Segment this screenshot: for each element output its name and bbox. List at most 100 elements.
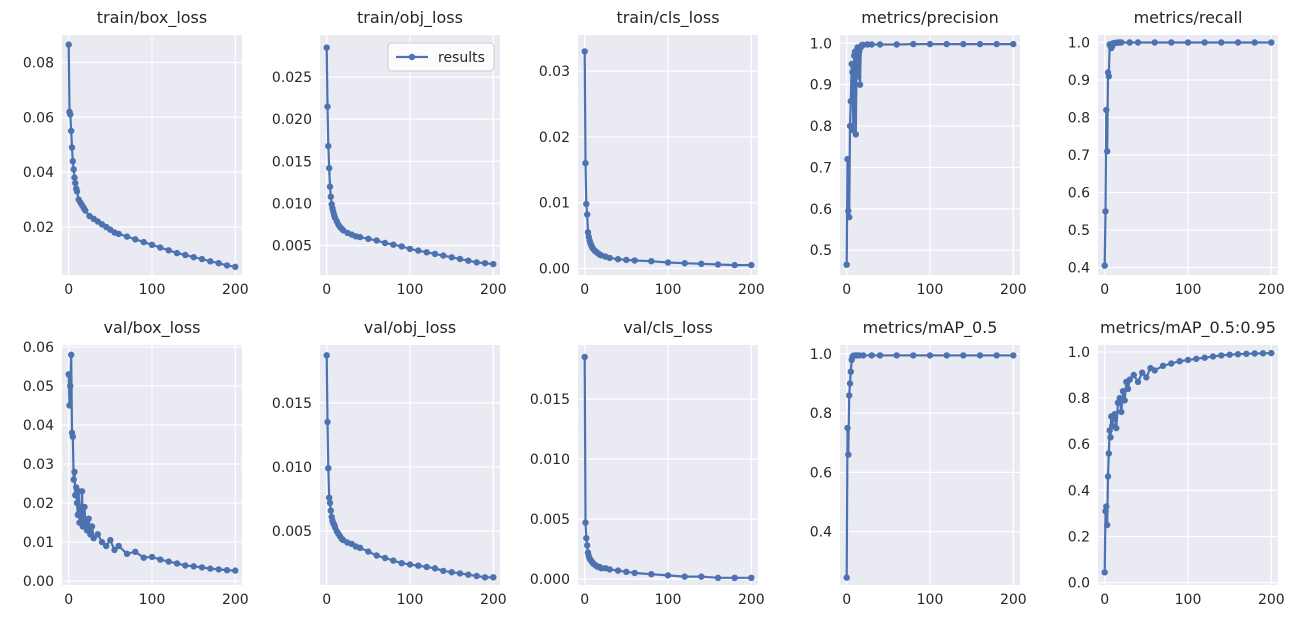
data-point bbox=[182, 562, 189, 569]
data-point bbox=[323, 44, 330, 51]
x-tick-label: 100 bbox=[1175, 592, 1202, 608]
data-point bbox=[365, 548, 372, 555]
y-tick-label: 0.02 bbox=[539, 130, 570, 146]
legend: results bbox=[387, 42, 495, 72]
data-point bbox=[846, 213, 853, 221]
y-tick-label: 0.4 bbox=[810, 525, 832, 541]
data-point bbox=[69, 158, 77, 165]
y-tick-label: 1.0 bbox=[810, 36, 832, 52]
y-tick-label: 0.5 bbox=[1068, 223, 1090, 239]
data-point bbox=[1121, 397, 1128, 404]
subplot-metrics-map-0-5-0-95: metrics/mAP_0.5:0.95 0 100 200 0.0 0.2 0.4 0.6 0… bbox=[1068, 318, 1285, 608]
data-point bbox=[1105, 450, 1113, 457]
data-point bbox=[1176, 358, 1183, 365]
data-point bbox=[68, 351, 75, 358]
y-tick-label: 0.03 bbox=[23, 457, 54, 473]
y-tick-label: 0.020 bbox=[272, 112, 312, 128]
data-point bbox=[1118, 39, 1125, 46]
data-point bbox=[583, 535, 590, 542]
data-point bbox=[325, 143, 332, 150]
data-point bbox=[103, 542, 110, 550]
data-point bbox=[327, 507, 334, 514]
data-point bbox=[731, 261, 738, 269]
y-tick-label: 0.00 bbox=[539, 261, 570, 277]
y-tick-label: 0.005 bbox=[530, 512, 570, 528]
data-point bbox=[165, 247, 172, 254]
x-tick-label: 100 bbox=[917, 282, 944, 298]
data-point bbox=[848, 60, 855, 68]
data-point bbox=[1107, 434, 1114, 441]
data-point bbox=[856, 81, 864, 88]
data-point bbox=[415, 562, 422, 569]
data-point bbox=[714, 574, 722, 581]
data-point bbox=[1251, 350, 1258, 357]
data-point bbox=[1268, 349, 1275, 357]
y-tick-label: 0.9 bbox=[1068, 73, 1090, 89]
data-point bbox=[223, 567, 231, 574]
x-tick-label: 0 bbox=[842, 282, 851, 298]
y-tick-label: 0.010 bbox=[530, 452, 570, 468]
subplot-title: metrics/recall bbox=[1134, 8, 1243, 27]
x-tick-label: 200 bbox=[1258, 592, 1285, 608]
data-point bbox=[123, 233, 131, 240]
data-point bbox=[849, 69, 856, 76]
data-point bbox=[1118, 408, 1125, 416]
y-tick-label: 0.06 bbox=[23, 110, 54, 126]
data-point bbox=[943, 352, 950, 359]
x-tick-label: 200 bbox=[222, 282, 249, 298]
data-point bbox=[85, 515, 92, 522]
data-point bbox=[623, 568, 630, 575]
x-tick-label: 100 bbox=[655, 282, 682, 298]
y-tick-label: 0.6 bbox=[1068, 437, 1090, 453]
x-tick-label: 0 bbox=[1100, 592, 1109, 608]
data-point bbox=[69, 433, 77, 440]
data-point bbox=[148, 553, 156, 561]
data-point bbox=[748, 261, 755, 269]
y-tick-label: 0.8 bbox=[1068, 391, 1090, 407]
data-point bbox=[731, 574, 738, 581]
data-point bbox=[910, 352, 917, 359]
data-point bbox=[65, 41, 72, 48]
y-tick-label: 0.02 bbox=[23, 220, 54, 236]
data-point bbox=[1134, 39, 1142, 46]
x-tick-label: 100 bbox=[397, 282, 424, 298]
x-tick-label: 200 bbox=[480, 592, 507, 608]
data-point bbox=[157, 556, 164, 563]
data-point bbox=[327, 193, 334, 200]
data-point bbox=[326, 183, 334, 190]
subplot-metrics-recall: metrics/recall 0 100 200 0.4 0.5 0.6 0.7 0.8 0.9 1… bbox=[1068, 8, 1285, 298]
data-point bbox=[373, 237, 380, 244]
subplot-val-box-loss: val/box_loss 0 100 200 0.00 0.01 0.02 0.03 0.04 0… bbox=[23, 318, 249, 608]
x-tick-label: 0 bbox=[64, 592, 73, 608]
data-point bbox=[843, 261, 850, 268]
x-tick-label: 0 bbox=[580, 282, 589, 298]
y-tick-label: 0.06 bbox=[23, 340, 54, 356]
data-point bbox=[456, 570, 464, 577]
y-tick-label: 0.6 bbox=[810, 202, 832, 218]
data-point bbox=[582, 160, 589, 167]
data-point bbox=[65, 371, 72, 378]
data-point bbox=[748, 574, 755, 581]
data-point bbox=[70, 476, 77, 483]
data-point bbox=[1124, 385, 1132, 392]
data-point bbox=[1010, 40, 1017, 48]
data-point bbox=[207, 565, 214, 572]
data-point bbox=[431, 565, 439, 572]
y-tick-label: 0.4 bbox=[1068, 261, 1090, 277]
data-point bbox=[581, 48, 588, 55]
y-tick-label: 0.6 bbox=[1068, 186, 1090, 202]
data-point bbox=[406, 245, 414, 253]
data-point bbox=[1010, 352, 1017, 359]
data-point bbox=[664, 572, 672, 579]
data-point bbox=[490, 574, 497, 581]
legend-box bbox=[387, 42, 495, 72]
data-point bbox=[71, 468, 78, 475]
data-point bbox=[326, 499, 334, 507]
data-point bbox=[324, 103, 331, 110]
data-point bbox=[173, 249, 181, 257]
data-point bbox=[215, 260, 222, 267]
data-point bbox=[943, 40, 950, 48]
data-point bbox=[1184, 356, 1192, 364]
data-point bbox=[976, 40, 984, 48]
data-point bbox=[207, 258, 214, 265]
